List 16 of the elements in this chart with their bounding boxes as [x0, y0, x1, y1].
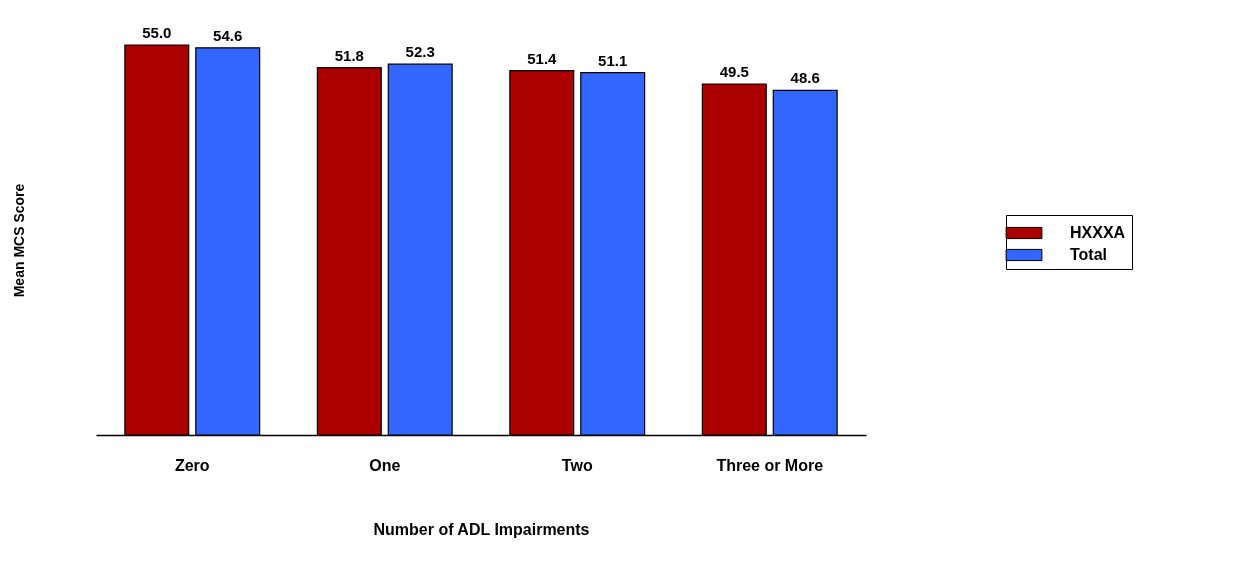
- data-label: 51.1: [598, 51, 628, 69]
- data-label: 51.4: [527, 49, 558, 67]
- legend-label: Total: [1070, 246, 1108, 263]
- data-label: 54.6: [213, 26, 243, 44]
- y-axis-title: Mean MCS Score: [10, 183, 27, 298]
- x-tick-label: One: [369, 456, 401, 474]
- data-label: 49.5: [719, 63, 749, 80]
- x-tick-label: Two: [561, 456, 593, 474]
- x-tick-label: Three or More: [716, 456, 824, 474]
- data-label: 48.6: [790, 69, 820, 87]
- data-label: 55.0: [142, 24, 172, 41]
- data-label: 52.3: [405, 43, 435, 61]
- data-label: 51.8: [334, 46, 364, 64]
- legend-label: HXXXA: [1070, 224, 1126, 241]
- x-tick-label: Zero: [174, 456, 210, 474]
- x-axis-title: Number of ADL Impairments: [373, 520, 590, 538]
